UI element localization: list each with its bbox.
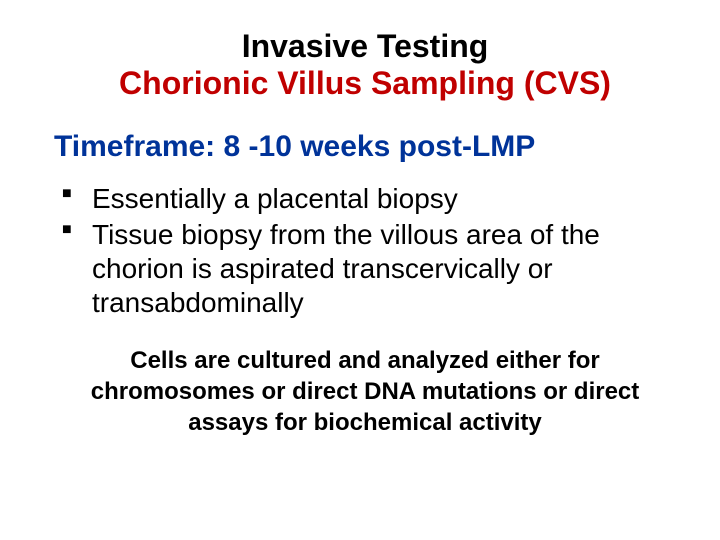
title-line-2: Chorionic Villus Sampling (CVS) <box>50 65 680 102</box>
footnote-text: Cells are cultured and analyzed either f… <box>50 346 680 438</box>
bullet-item: Tissue biopsy from the villous area of t… <box>62 218 680 320</box>
subtitle-timeframe: Timeframe: 8 -10 weeks post-LMP <box>54 130 680 164</box>
slide-title: Invasive Testing Chorionic Villus Sampli… <box>50 28 680 102</box>
bullet-list: Essentially a placental biopsy Tissue bi… <box>62 182 680 321</box>
slide: Invasive Testing Chorionic Villus Sampli… <box>0 0 720 540</box>
title-line-1: Invasive Testing <box>50 28 680 65</box>
bullet-item: Essentially a placental biopsy <box>62 182 680 216</box>
